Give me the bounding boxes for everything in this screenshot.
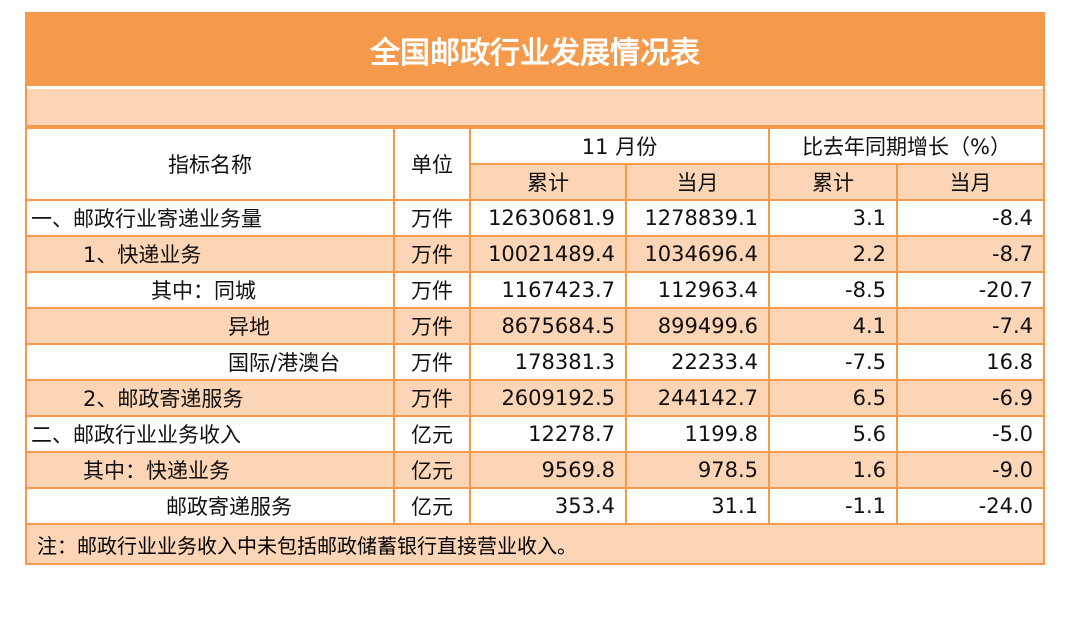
cell-month-cumulative: 9569.8 [469, 451, 627, 489]
row-unit: 亿元 [393, 415, 471, 453]
table-row: 邮政寄递服务 亿元 353.4 31.1 -1.1 -24.0 [27, 487, 1043, 525]
cell-month-cumulative: 1167423.7 [469, 271, 627, 309]
table-row: 国际/港澳台 万件 178381.3 22233.4 -7.5 16.8 [27, 343, 1043, 381]
table-row: 其中：同城 万件 1167423.7 112963.4 -8.5 -20.7 [27, 271, 1043, 309]
cell-growth-current: -9.0 [896, 451, 1043, 489]
cell-month-cumulative: 12278.7 [469, 415, 627, 453]
header-month-cumulative: 累计 [470, 163, 627, 201]
cell-growth-cumulative: 3.1 [768, 199, 898, 237]
table-row: 异地 万件 8675684.5 899499.6 4.1 -7.4 [27, 307, 1043, 345]
row-unit: 万件 [393, 307, 471, 345]
row-name: 其中：同城 [27, 271, 395, 309]
cell-growth-cumulative: 5.6 [768, 415, 898, 453]
row-unit: 万件 [393, 199, 471, 237]
footnote: 注：邮政行业业务收入中未包括邮政储蓄银行直接营业收入。 [27, 525, 1043, 563]
cell-growth-cumulative: 2.2 [768, 235, 898, 273]
cell-month-current: 899499.6 [625, 307, 770, 345]
cell-month-cumulative: 8675684.5 [469, 307, 627, 345]
postal-stats-table: 全国邮政行业发展情况表 指标名称 单位 11 月份 比去年同期增长（%） 累计 … [25, 12, 1045, 565]
cell-growth-current: -24.0 [896, 487, 1043, 525]
cell-growth-current: -6.9 [896, 379, 1043, 417]
cell-growth-cumulative: 4.1 [768, 307, 898, 345]
cell-month-cumulative: 12630681.9 [469, 199, 627, 237]
row-unit: 万件 [393, 235, 471, 273]
cell-growth-current: -8.4 [896, 199, 1043, 237]
cell-month-current: 31.1 [625, 487, 770, 525]
cell-growth-current: -20.7 [896, 271, 1043, 309]
row-name: 一、邮政行业寄递业务量 [27, 199, 395, 237]
cell-month-cumulative: 2609192.5 [469, 379, 627, 417]
table-row: 其中：快递业务 亿元 9569.8 978.5 1.6 -9.0 [27, 451, 1043, 489]
header-growth-group: 比去年同期增长（%） [768, 127, 1043, 165]
cell-month-current: 978.5 [625, 451, 770, 489]
header-month-current: 当月 [625, 163, 770, 201]
cell-month-current: 112963.4 [625, 271, 770, 309]
cell-growth-current: 16.8 [896, 343, 1043, 381]
row-name: 2、邮政寄递服务 [27, 379, 395, 417]
table-row: 一、邮政行业寄递业务量 万件 12630681.9 1278839.1 3.1 -8.4 [27, 199, 1043, 237]
row-name: 1、快递业务 [27, 235, 395, 273]
row-unit: 万件 [393, 343, 471, 381]
cell-month-current: 1034696.4 [625, 235, 770, 273]
row-unit: 万件 [393, 379, 471, 417]
cell-growth-current: -5.0 [896, 415, 1043, 453]
row-unit: 亿元 [393, 487, 471, 525]
cell-growth-cumulative: -8.5 [768, 271, 898, 309]
cell-growth-cumulative: -1.1 [768, 487, 898, 525]
cell-growth-cumulative: 1.6 [768, 451, 898, 489]
cell-month-cumulative: 353.4 [469, 487, 627, 525]
cell-month-current: 1199.8 [625, 415, 770, 453]
table-title: 全国邮政行业发展情况表 [27, 14, 1043, 89]
table-row: 2、邮政寄递服务 万件 2609192.5 244142.7 6.5 -6.9 [27, 379, 1043, 417]
cell-growth-current: -8.7 [896, 235, 1043, 273]
row-name: 其中：快递业务 [27, 451, 395, 489]
cell-month-cumulative: 10021489.4 [469, 235, 627, 273]
header-month-group: 11 月份 [469, 127, 770, 165]
header-name: 指标名称 [27, 127, 395, 201]
cell-month-current: 244142.7 [625, 379, 770, 417]
row-name: 异地 [27, 307, 395, 345]
data-table: 指标名称 单位 11 月份 比去年同期增长（%） 累计 当月 累计 当月 一、邮… [27, 127, 1043, 525]
row-name: 邮政寄递服务 [27, 487, 395, 525]
cell-month-current: 1278839.1 [625, 199, 770, 237]
blank-band [27, 89, 1043, 127]
row-unit: 万件 [393, 271, 471, 309]
cell-growth-cumulative: -7.5 [768, 343, 898, 381]
row-name: 国际/港澳台 [27, 343, 395, 381]
row-name: 二、邮政行业业务收入 [27, 415, 395, 453]
cell-month-cumulative: 178381.3 [469, 343, 627, 381]
cell-growth-cumulative: 6.5 [768, 379, 898, 417]
header-growth-cumulative: 累计 [768, 163, 898, 201]
row-unit: 亿元 [393, 451, 471, 489]
header-growth-current: 当月 [896, 163, 1043, 201]
cell-month-current: 22233.4 [625, 343, 770, 381]
table-row: 1、快递业务 万件 10021489.4 1034696.4 2.2 -8.7 [27, 235, 1043, 273]
table-row: 二、邮政行业业务收入 亿元 12278.7 1199.8 5.6 -5.0 [27, 415, 1043, 453]
header-unit: 单位 [393, 127, 471, 201]
cell-growth-current: -7.4 [896, 307, 1043, 345]
